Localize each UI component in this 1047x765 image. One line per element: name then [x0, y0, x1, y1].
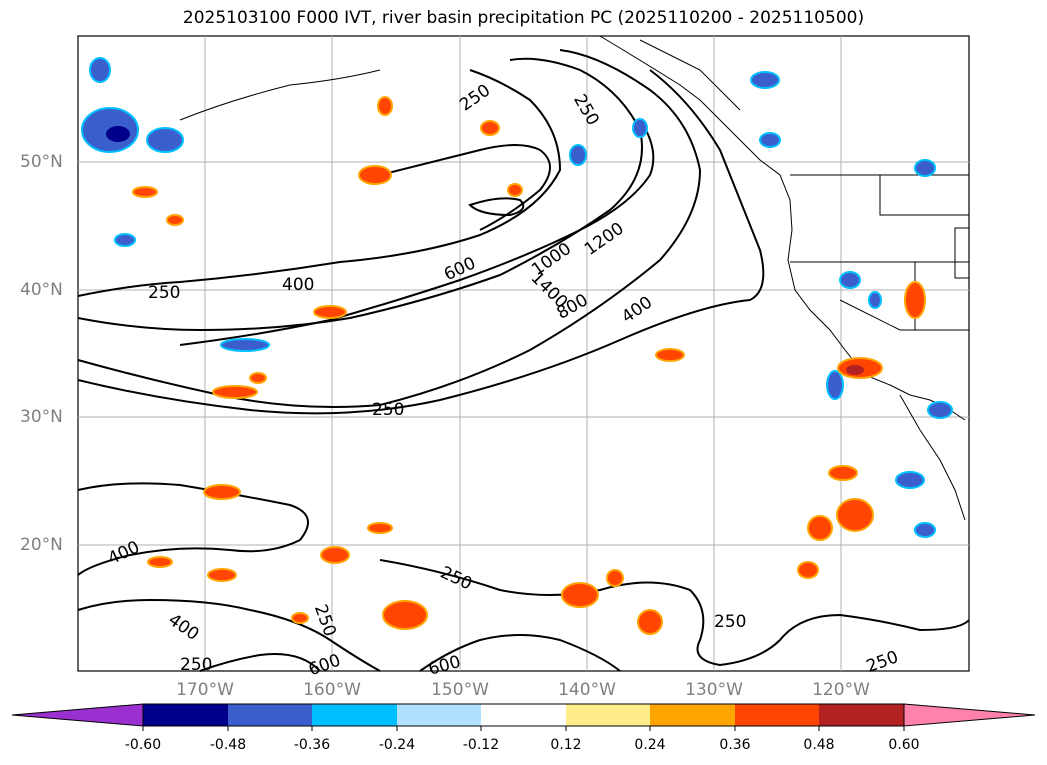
colorbar-tick: 0.48 — [803, 737, 835, 753]
lat-label-20n: 20°N — [20, 535, 63, 555]
lon-label-130w: 130°W — [685, 680, 743, 700]
contour-label: 250 — [714, 612, 746, 632]
lon-label-140w: 140°W — [558, 680, 616, 700]
lon-label-170w: 170°W — [176, 680, 234, 700]
colorbar-tick: 0.60 — [888, 737, 920, 753]
colorbar-outline — [142, 703, 905, 727]
colorbar — [11, 703, 1036, 731]
colorbar-seg — [566, 704, 650, 726]
colorbar-tick: -0.60 — [124, 737, 162, 753]
map-title: 2025103100 F000 IVT, river basin precipi… — [182, 8, 865, 28]
colorbar-seg — [312, 704, 397, 726]
contour-label: 400 — [282, 275, 314, 295]
contour-label: 250 — [148, 283, 180, 303]
colorbar-seg — [481, 704, 566, 726]
colorbar-seg — [397, 704, 481, 726]
colorbar-left-extend — [11, 703, 144, 727]
colorbar-tick: -0.36 — [293, 737, 331, 753]
colorbar-tick: -0.12 — [462, 737, 500, 753]
lat-label-30n: 30°N — [20, 407, 63, 427]
colorbar-tick: 0.12 — [550, 737, 582, 753]
lat-label-50n: 50°N — [20, 152, 63, 172]
colorbar-right-extend — [903, 703, 1036, 727]
ivt-contours — [77, 49, 970, 672]
colorbar-tick: -0.48 — [209, 737, 247, 753]
colorbar-tick: 0.24 — [634, 737, 666, 753]
lon-label-150w: 150°W — [431, 680, 489, 700]
colorbar-tick: -0.24 — [378, 737, 416, 753]
precip-blobs — [81, 57, 953, 635]
contour-label: 250 — [372, 400, 404, 420]
colorbar-seg — [735, 704, 819, 726]
colorbar-seg — [228, 704, 312, 726]
lon-label-120w: 120°W — [812, 680, 870, 700]
lat-label-40n: 40°N — [20, 280, 63, 300]
colorbar-seg — [143, 704, 228, 726]
lon-label-160w: 160°W — [303, 680, 361, 700]
colorbar-seg — [819, 704, 904, 726]
colorbar-seg — [650, 704, 735, 726]
colorbar-tick: 0.36 — [719, 737, 751, 753]
contour-label: 250 — [180, 655, 212, 675]
